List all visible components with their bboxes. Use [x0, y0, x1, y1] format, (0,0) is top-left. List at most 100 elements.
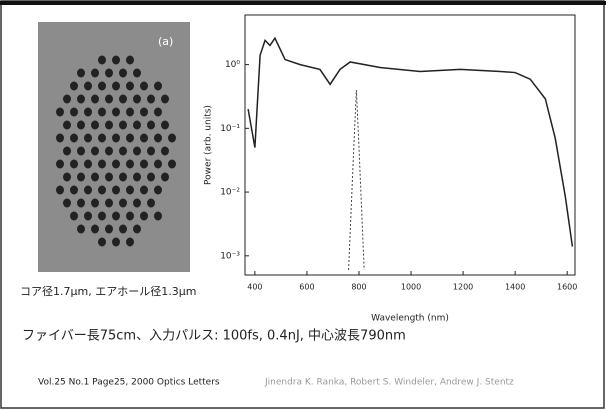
- air-hole: [70, 185, 78, 195]
- air-hole: [98, 185, 106, 195]
- air-hole: [126, 133, 134, 143]
- air-hole: [91, 172, 99, 182]
- air-hole: [140, 133, 148, 143]
- air-hole: [154, 159, 162, 169]
- air-hole: [154, 107, 162, 117]
- air-hole: [56, 159, 64, 169]
- air-hole: [112, 237, 120, 247]
- air-hole: [126, 107, 134, 117]
- air-hole: [77, 94, 85, 104]
- y-axis-label: Power (arb. units): [204, 105, 214, 185]
- y-tick-label: 10⁻³: [220, 251, 240, 261]
- air-hole: [126, 81, 134, 91]
- air-hole: [91, 198, 99, 208]
- air-hole: [98, 55, 106, 65]
- air-hole: [84, 159, 92, 169]
- air-hole: [161, 172, 169, 182]
- air-hole: [98, 81, 106, 91]
- air-hole: [63, 172, 71, 182]
- air-hole: [168, 133, 176, 143]
- air-hole: [91, 146, 99, 156]
- air-hole: [56, 185, 64, 195]
- air-hole: [133, 172, 141, 182]
- air-hole: [140, 81, 148, 91]
- air-hole: [70, 133, 78, 143]
- x-tick-label: 600: [299, 283, 314, 292]
- air-hole: [126, 211, 134, 221]
- air-hole: [147, 198, 155, 208]
- citation-authors: Jinendra K. Ranka, Robert S. Windeler, A…: [264, 378, 514, 388]
- air-hole: [98, 159, 106, 169]
- air-hole: [105, 94, 113, 104]
- air-hole: [112, 159, 120, 169]
- air-hole: [84, 133, 92, 143]
- x-tick-label: 800: [351, 283, 366, 292]
- air-hole: [91, 94, 99, 104]
- air-hole: [161, 94, 169, 104]
- air-hole: [77, 224, 85, 234]
- air-hole: [105, 224, 113, 234]
- air-hole: [112, 133, 120, 143]
- air-hole: [161, 146, 169, 156]
- air-hole: [112, 185, 120, 195]
- air-hole: [84, 211, 92, 221]
- air-hole: [98, 237, 106, 247]
- air-hole: [70, 211, 78, 221]
- air-hole: [105, 198, 113, 208]
- air-hole: [77, 120, 85, 130]
- air-hole: [140, 211, 148, 221]
- x-tick-label: 1400: [505, 283, 525, 292]
- x-tick-label: 1600: [557, 283, 577, 292]
- air-hole: [154, 211, 162, 221]
- air-hole: [105, 172, 113, 182]
- air-hole: [133, 94, 141, 104]
- air-hole: [112, 55, 120, 65]
- air-hole: [133, 120, 141, 130]
- air-hole: [119, 94, 127, 104]
- air-hole: [112, 211, 120, 221]
- photo-caption: コア径1.7μm, エアホール径1.3μm: [20, 285, 196, 298]
- air-hole: [140, 185, 148, 195]
- citation-source: Vol.25 No.1 Page25, 2000 Optics Letters: [38, 378, 220, 388]
- y-tick-label: 10⁻¹: [220, 124, 240, 134]
- air-hole: [70, 107, 78, 117]
- air-hole: [147, 94, 155, 104]
- air-hole: [84, 107, 92, 117]
- air-hole: [126, 55, 134, 65]
- air-hole: [77, 68, 85, 78]
- air-hole: [77, 146, 85, 156]
- series-line: [247, 36, 574, 247]
- air-hole: [105, 146, 113, 156]
- air-hole: [168, 159, 176, 169]
- x-axis-label: Wavelength (nm): [371, 314, 449, 324]
- x-tick-label: 400: [247, 283, 262, 292]
- air-hole: [70, 159, 78, 169]
- air-hole: [133, 198, 141, 208]
- air-hole: [133, 146, 141, 156]
- air-hole: [105, 68, 113, 78]
- air-hole: [119, 120, 127, 130]
- air-hole: [77, 172, 85, 182]
- y-tick-label: 10⁻²: [220, 188, 240, 198]
- air-hole: [112, 107, 120, 117]
- air-hole: [119, 68, 127, 78]
- air-hole: [133, 68, 141, 78]
- air-hole: [84, 185, 92, 195]
- air-hole: [154, 133, 162, 143]
- plot-frame: [244, 14, 576, 276]
- air-hole: [84, 81, 92, 91]
- air-hole: [119, 198, 127, 208]
- conditions: ファイバー長75cm、入力パルス: 100fs, 0.4nJ, 中心波長790n…: [22, 329, 406, 344]
- x-tick-label: 1000: [401, 283, 421, 292]
- x-tick-label: 1200: [453, 283, 473, 292]
- air-hole: [119, 146, 127, 156]
- fiber-photo: [38, 22, 190, 272]
- air-hole: [147, 146, 155, 156]
- air-hole: [56, 107, 64, 117]
- air-hole: [147, 120, 155, 130]
- air-hole: [119, 224, 127, 234]
- air-hole: [126, 185, 134, 195]
- air-hole: [77, 198, 85, 208]
- air-hole: [161, 120, 169, 130]
